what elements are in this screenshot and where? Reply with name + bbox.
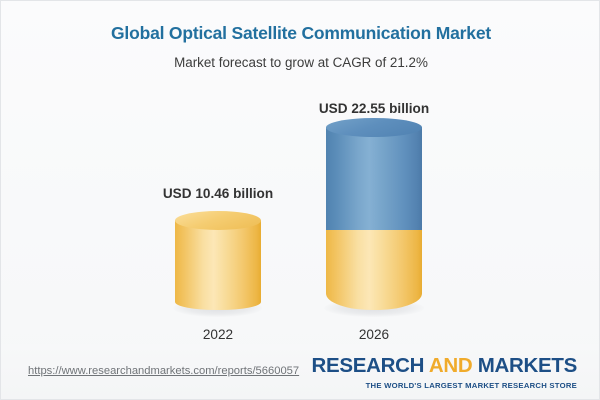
data-label-2026: USD 22.55 billion [318,101,430,116]
cylinder-segment-blue [326,127,422,231]
logo-word-research: RESEARCH [311,354,425,377]
report-url-link[interactable]: https://www.researchandmarkets.com/repor… [28,365,300,377]
footer-bar: https://www.researchandmarkets.com/repor… [1,344,599,399]
axis-label-2026: 2026 [358,327,390,342]
research-and-markets-logo[interactable]: RESEARCH AND MARKETS THE WORLD'S LARGEST… [311,354,578,390]
cylinder-bar-2022[interactable] [173,210,263,317]
data-label-2022: USD 10.46 billion [162,186,274,201]
cylinder-bar-2026[interactable] [324,117,424,317]
cylinder-segment-yellow [175,220,261,310]
page-title: Global Optical Satellite Communication M… [111,23,491,43]
cylinder-segment-yellow [326,230,422,310]
chart-header: Global Optical Satellite Communication M… [1,1,599,70]
logo-word-markets: MARKETS [477,354,578,377]
chart-subtitle: Market forecast to grow at CAGR of 21.2% [174,55,428,70]
logo-word-and: AND [428,354,473,377]
cylinder-body [175,220,261,310]
cylinder-top-ellipse [326,117,422,137]
cylinder-top-ellipse [175,210,261,230]
axis-label-2022: 2022 [202,327,234,342]
chart-plot-area: USD 10.46 billion 2022 USD 22.55 billion [1,86,599,346]
cylinder-body [326,127,422,310]
logo-tagline: THE WORLD'S LARGEST MARKET RESEARCH STOR… [365,380,577,390]
logo-wordmark: RESEARCH AND MARKETS [311,354,578,377]
